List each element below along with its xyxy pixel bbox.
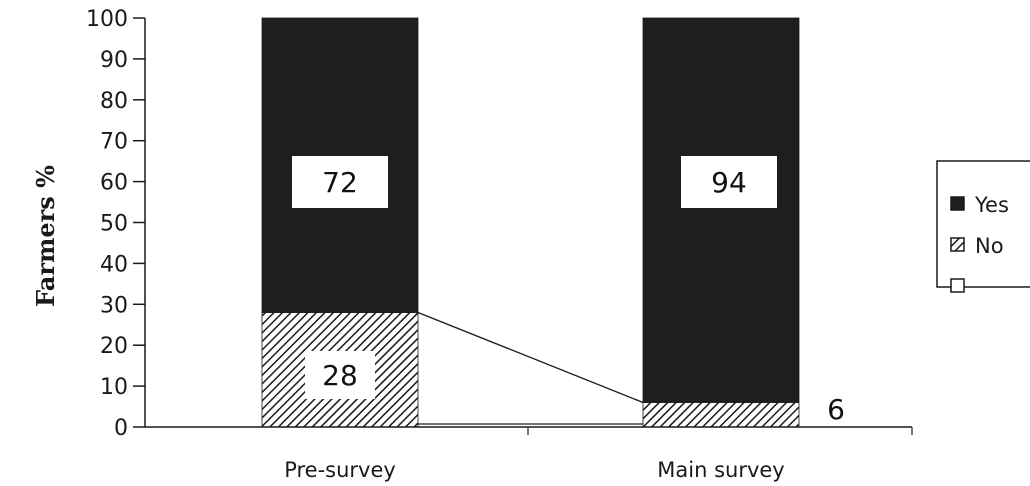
legend: Yes No bbox=[936, 160, 1030, 293]
data-labels-group: 72 94 28 6 bbox=[292, 156, 845, 426]
x-category-label: Main survey bbox=[657, 458, 784, 482]
y-tick-label: 90 bbox=[100, 48, 128, 73]
y-axis-label: Farmers % bbox=[31, 165, 60, 307]
data-label-yes-box bbox=[292, 156, 388, 208]
y-tick-label: 50 bbox=[100, 212, 128, 237]
legend-label: Yes bbox=[974, 193, 1009, 217]
data-label-yes-box bbox=[681, 156, 777, 208]
y-tick-label: 70 bbox=[100, 130, 128, 155]
y-tick-label: 40 bbox=[100, 252, 128, 277]
data-label-yes: 94 bbox=[711, 166, 747, 199]
x-category-label: Pre-survey bbox=[284, 458, 396, 482]
data-label-no-box bbox=[305, 351, 375, 399]
legend-box bbox=[936, 160, 1030, 288]
series-lines-group bbox=[417, 311, 644, 425]
legend-label: No bbox=[975, 234, 1004, 258]
y-tick-label: 100 bbox=[86, 7, 128, 32]
y-tick-label: 30 bbox=[100, 293, 128, 318]
y-tick-label: 60 bbox=[100, 171, 128, 196]
x-axis: Pre-survey Main survey bbox=[145, 426, 913, 482]
series-line bbox=[417, 311, 644, 404]
y-axis: 0 10 20 30 40 50 60 70 80 90 100 bbox=[86, 7, 146, 441]
bar-segment-yes bbox=[642, 17, 800, 403]
y-tick-label: 0 bbox=[114, 416, 128, 441]
legend-swatch-empty bbox=[950, 278, 965, 293]
legend-swatch-hatched bbox=[950, 237, 965, 252]
legend-swatch-solid bbox=[950, 196, 965, 211]
data-label-no: 6 bbox=[827, 393, 845, 426]
data-label-yes: 72 bbox=[322, 166, 358, 199]
data-label-no: 28 bbox=[322, 359, 358, 392]
y-tick-label: 20 bbox=[100, 334, 128, 359]
y-tick-label: 80 bbox=[100, 89, 128, 114]
y-tick-label: 10 bbox=[100, 375, 128, 400]
bar-segment-no bbox=[642, 402, 800, 428]
